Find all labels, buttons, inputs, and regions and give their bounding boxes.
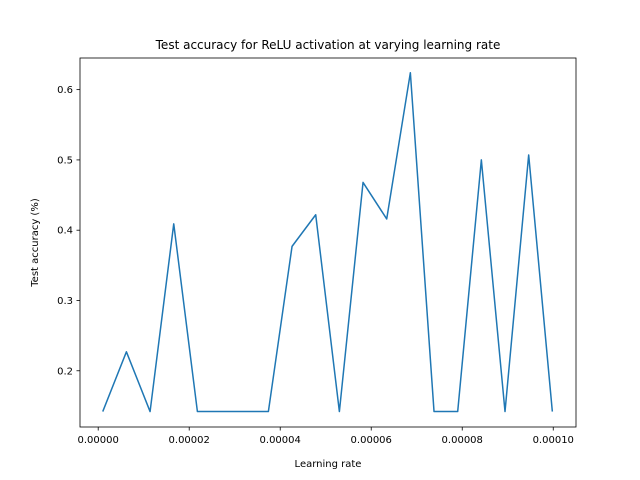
y-tick-label: 0.2 [57, 366, 73, 377]
x-tick-label: 0.00002 [169, 435, 210, 446]
y-axis-title: Test accuracy (%) [30, 198, 41, 288]
x-tick-label: 0.00010 [533, 435, 574, 446]
x-axis-title: Learning rate [295, 459, 362, 470]
x-tick-label: 0.00000 [78, 435, 119, 446]
x-tick-label: 0.00008 [442, 435, 483, 446]
y-tick-label: 0.6 [57, 85, 73, 96]
x-tick-label: 0.00004 [260, 435, 301, 446]
y-tick-label: 0.4 [57, 226, 73, 237]
chart-title: Test accuracy for ReLU activation at var… [155, 38, 501, 52]
y-tick-label: 0.3 [57, 296, 73, 307]
plot-frame [79, 57, 577, 428]
x-axis-ticks: 0.00000 0.00002 0.00004 0.00006 0.00008 0.000… [78, 427, 574, 446]
y-axis-ticks: 0.2 0.3 0.4 0.5 0.6 [57, 85, 80, 377]
series-layer [102, 72, 554, 413]
y-tick-label: 0.5 [57, 155, 73, 166]
series-line [102, 72, 554, 413]
x-tick-label: 0.00006 [351, 435, 392, 446]
